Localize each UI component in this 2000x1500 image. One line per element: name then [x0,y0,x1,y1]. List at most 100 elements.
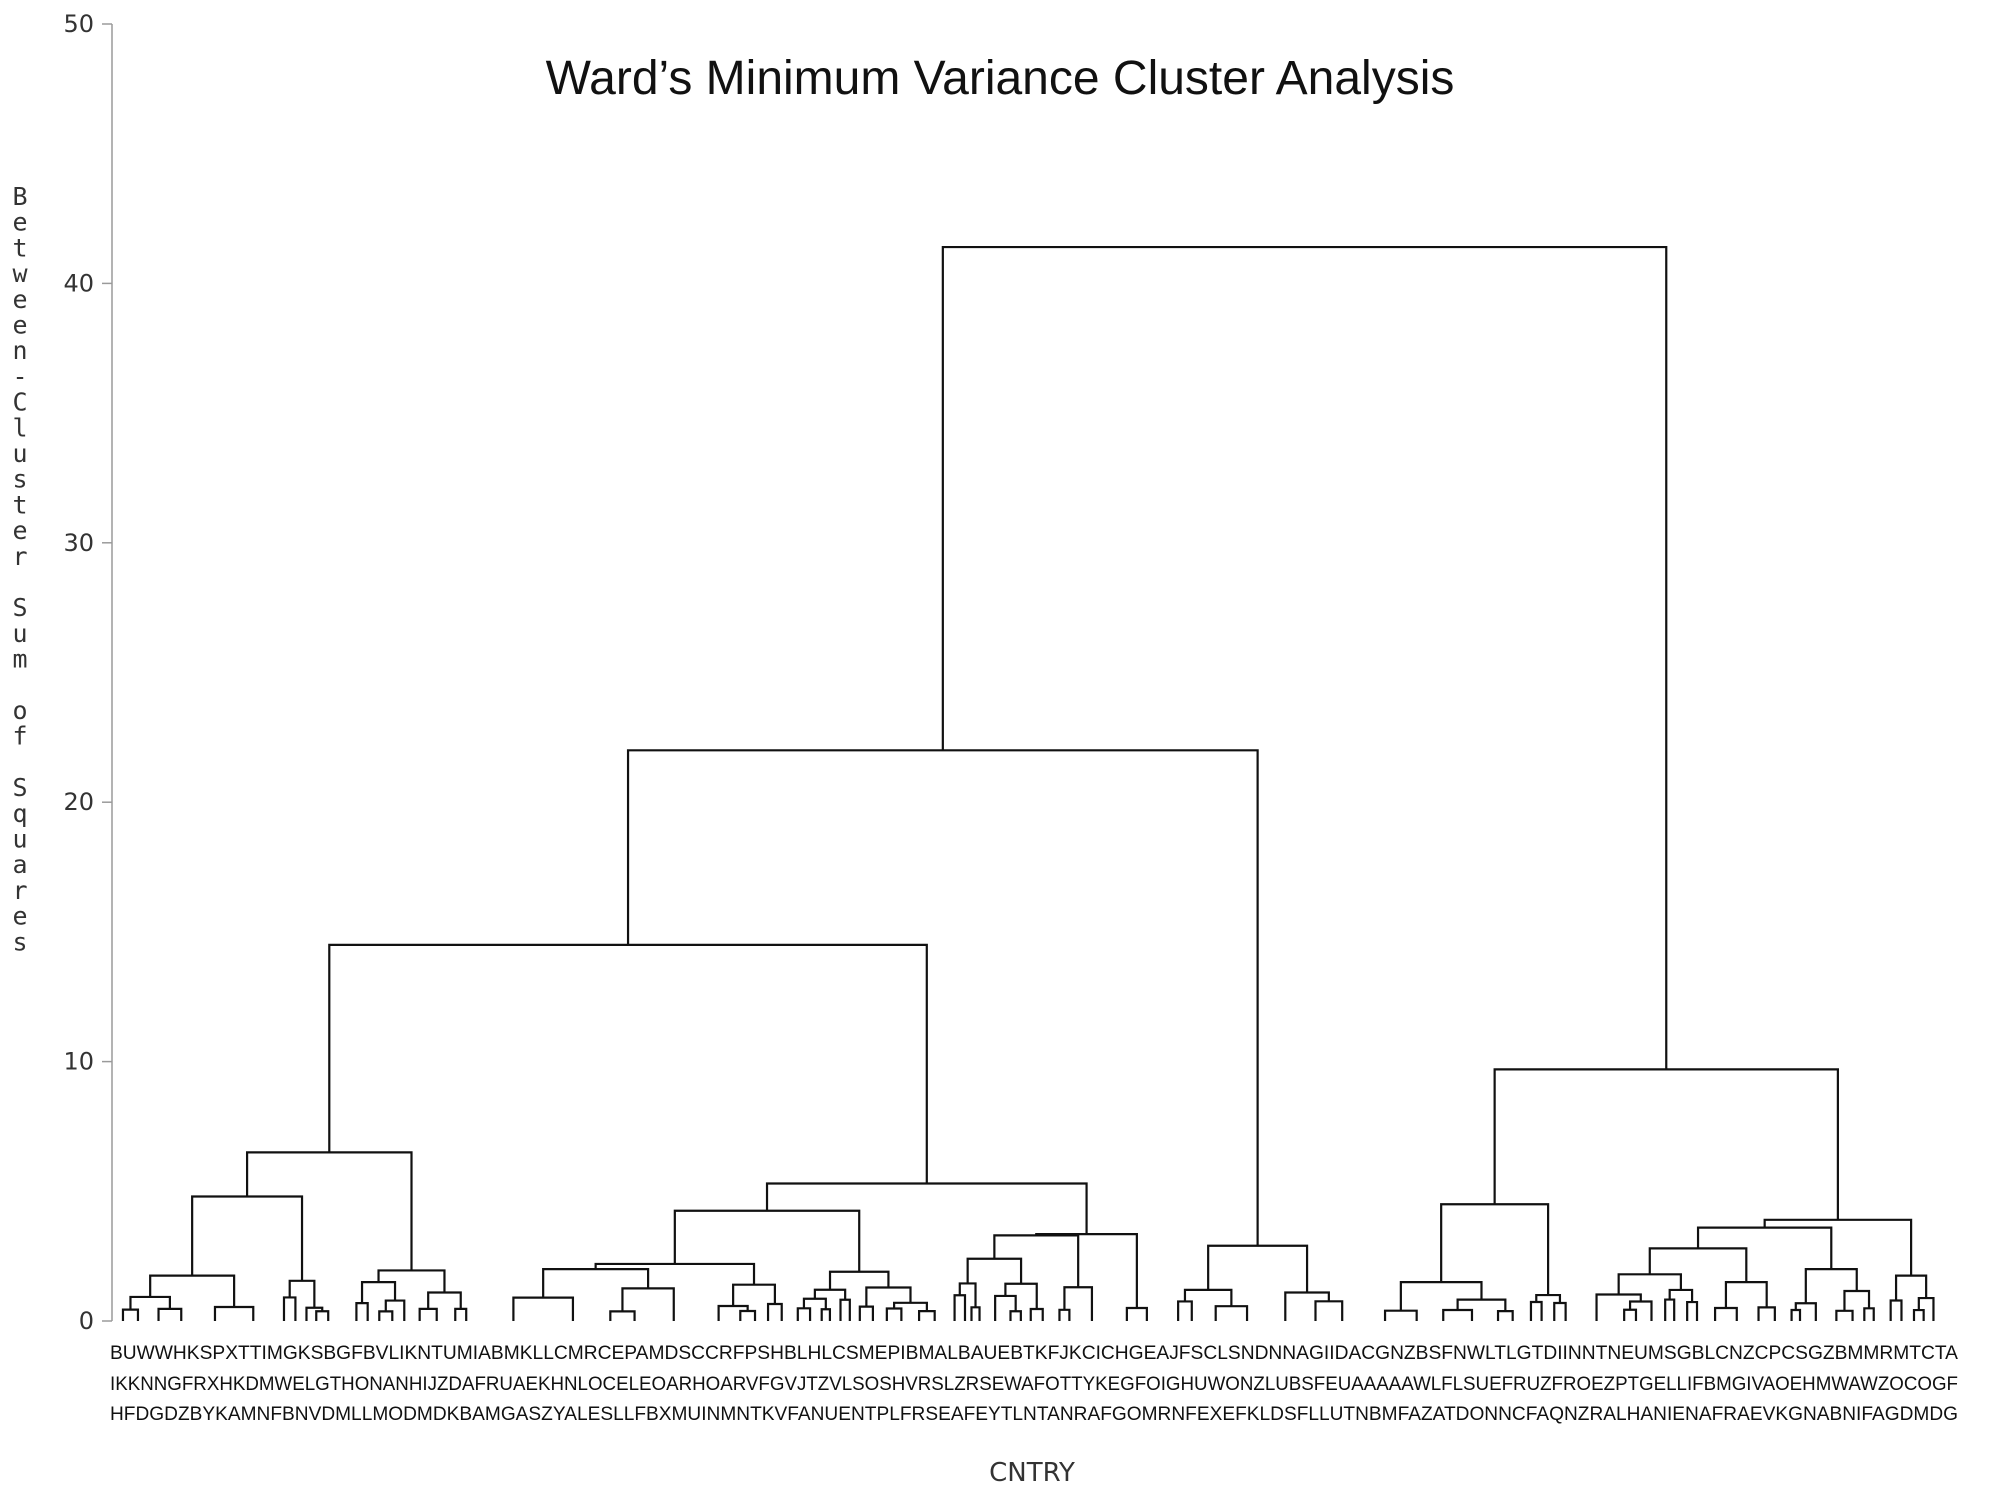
dendrogram-link [1214,1305,1249,1321]
dendrogram-link [1058,1308,1071,1321]
dendrogram-link [305,1306,324,1321]
dendrogram-link [1493,1068,1839,1220]
dendrogram-link [1496,1310,1514,1321]
dendrogram-link [1664,1298,1676,1321]
dendrogram-link [157,1307,183,1321]
dendrogram-link [427,1291,462,1309]
dendrogram-link [1284,1291,1330,1321]
y-tick-label: 0 [79,1307,94,1335]
dendrogram-link [673,1209,861,1272]
dendrogram-link [609,1310,636,1321]
leaf-labels: BUWWHKSPXTTIMGKSBGFBVLIKNTUMIABMKLLCMRCE… [110,1343,1958,1425]
dendrogram-link [1790,1308,1802,1321]
y-axis-label-char: e [12,516,27,545]
y-tick-label: 10 [63,1048,94,1076]
dendrogram-link [1686,1300,1699,1321]
dendrogram-link [717,1304,749,1321]
dendrogram-link [626,749,1259,1246]
dendrogram-links [121,245,1935,1321]
dendrogram-link [1794,1302,1817,1321]
x-axis-label: CNTRY [989,1458,1075,1488]
dendrogram-link [1863,1307,1875,1321]
dendrogram-link [1383,1309,1418,1321]
leaf-label-row: BUWWHKSPXTTIMGKSBGFBVLIKNTUMIABMKLLCMRCE… [110,1343,1958,1364]
dendrogram-link [1804,1268,1858,1304]
dendrogram-link [1713,1306,1738,1321]
dendrogram-link [994,1294,1017,1321]
leaf-label-row: IKKNNGFRXHKDMWELGTHONANHIJZDAFRUAEKHNLOC… [110,1374,1958,1395]
dendrogram-link [765,1182,1088,1235]
dendrogram-link [839,1298,851,1321]
y-axis-label-char: S [12,593,27,622]
y-axis-label-char: e [12,311,27,340]
chart-title: Ward’s Minimum Variance Cluster Analysis [546,52,1455,105]
dendrogram-link [1125,1306,1148,1321]
y-axis-label-char: e [12,902,27,931]
dendrogram-link [542,1268,650,1298]
dendrogram-link [1724,1280,1768,1308]
dendrogram-link [858,1305,875,1321]
dendrogram-link [384,1299,406,1321]
dendrogram-link [865,1286,912,1307]
y-axis-label-char: f [12,722,27,751]
dendrogram-link [1314,1300,1344,1321]
y-axis: 0 10 20 30 40 50 [63,10,113,1335]
dendrogram-link [1623,1308,1638,1321]
dendrogram-link [970,1306,981,1321]
dendrogram-link [1207,1244,1309,1293]
dendrogram-link [953,1294,967,1321]
y-axis-label-char: u [12,439,27,468]
y-axis-label-char: - [12,362,27,391]
dendrogram-link [1648,1247,1748,1283]
dendrogram-link [1757,1306,1776,1321]
dendrogram-link [1595,1293,1642,1321]
dendrogram-link [941,245,1668,1070]
y-axis-label-char: e [12,285,27,314]
dendrogram-link [917,1310,936,1321]
dendrogram-link [813,1288,847,1300]
y-axis-label-char: o [12,696,27,725]
dendrogram-link [377,1269,446,1293]
dendrogram-link [1442,1308,1474,1321]
y-axis-label-char: m [12,645,27,674]
dendrogram-link [1912,1308,1925,1321]
dendrogram-link [121,1308,140,1321]
dendrogram-link [1917,1296,1935,1321]
y-tick-label: 40 [63,269,94,297]
dendrogram-link [1009,1310,1022,1321]
dendrogram-link [1004,1282,1038,1309]
y-axis-label-char: w [12,259,28,288]
dendrogram-link [418,1307,438,1321]
dendrogram-link [1835,1309,1854,1321]
dendrogram-link [820,1308,832,1321]
dendrogram-link [1628,1300,1653,1321]
dendrogram-link [732,1283,776,1307]
y-axis-label-char: s [12,927,27,956]
dendrogram-link [512,1296,575,1321]
y-axis-label-char: r [12,876,27,905]
y-axis-label-char: t [12,233,27,262]
dendrogram-link [993,1234,1080,1288]
dendrogram-link [191,1195,304,1281]
dendrogram-link [245,1151,413,1271]
dendrogram-link [1894,1274,1928,1301]
y-tick-label: 20 [63,788,94,816]
dendrogram-link [766,1302,783,1321]
y-axis-label-char: u [12,619,27,648]
dendrogram-link [454,1307,468,1321]
dendrogram-link [149,1274,236,1308]
dendrogram-link [288,1279,316,1308]
dendrogram-link [739,1309,757,1321]
dendrogram-link [621,1287,675,1321]
y-axis-label-char: n [12,336,27,365]
y-axis-label-char: S [12,773,27,802]
dendrogram-link [328,943,928,1184]
dendrogram-link [1029,1307,1044,1321]
y-tick-label: 50 [63,10,94,38]
dendrogram-link [1063,1286,1094,1321]
dendrogram-link [213,1305,255,1321]
y-axis-label-char: r [12,542,27,571]
dendrogram-link [594,1262,756,1285]
